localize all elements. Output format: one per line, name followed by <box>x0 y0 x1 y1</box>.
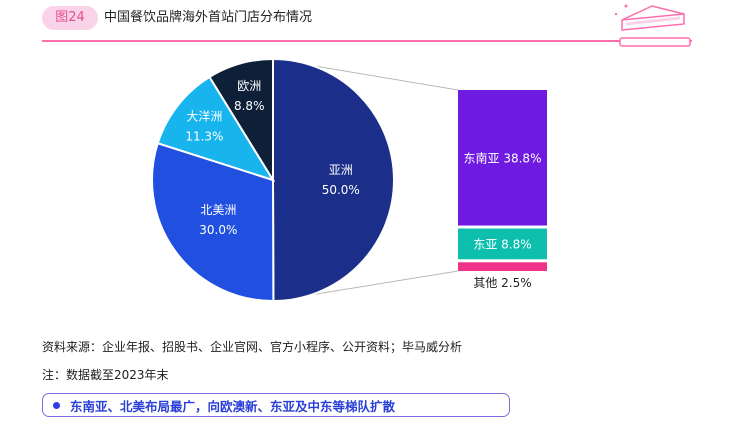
pie-value-label-3: 8.8% <box>234 99 265 113</box>
bullet-icon <box>53 401 60 409</box>
pie-slice-0 <box>272 57 395 303</box>
bar-segment-2 <box>458 262 547 271</box>
main-pie-labels: 亚洲 50.0% 北美洲 30.0% 大洋洲 11.3% 欧洲 8.8% <box>185 79 360 237</box>
conclusion-text: 东南亚、北美布局最广，向欧澳新、东亚及中东等梯队扩散 <box>70 398 396 414</box>
figure-header: 图24 中国餐饮品牌海外首站门店分布情况 <box>0 0 733 47</box>
pie-slice-1 <box>151 141 275 302</box>
bar-segment-0 <box>458 90 547 226</box>
pie-value-label-2: 11.3% <box>185 129 223 143</box>
breakdown-bar <box>458 90 547 271</box>
pie-value-label-0: 50.0% <box>322 183 360 197</box>
pie-slice-2 <box>156 75 276 182</box>
conclusion-box: 东南亚、北美布局最广，向欧澳新、东亚及中东等梯队扩散 <box>42 393 510 417</box>
bar-label-0: 东南亚 38.8% <box>464 150 542 165</box>
pie-label-3: 欧洲 <box>237 79 261 93</box>
cake-slice-icon <box>614 4 691 47</box>
source-note: 资料来源：企业年报、招股书、企业官网、官方小程序、公开资料；毕马威分析 <box>42 340 463 354</box>
breakdown-labels: 东南亚 38.8% 东亚 8.8% 其他 2.5% <box>464 150 542 290</box>
pie-label-2: 大洋洲 <box>186 108 222 123</box>
main-pie <box>151 57 395 303</box>
header-rule <box>42 40 692 42</box>
bar-label-2: 其他 2.5% <box>473 276 531 290</box>
pie-label-1: 北美洲 <box>200 203 236 217</box>
bar-segment-1 <box>458 228 547 260</box>
pie-slice-3 <box>208 57 274 184</box>
figure-number-badge: 图24 <box>42 6 98 30</box>
figure-title: 中国餐饮品牌海外首站门店分布情况 <box>104 10 313 25</box>
data-note: 注：数据截至2023年末 <box>42 368 169 382</box>
pie-value-label-1: 30.0% <box>199 223 237 237</box>
pie-label-0: 亚洲 <box>329 163 353 177</box>
bar-label-1: 东亚 8.8% <box>473 237 531 251</box>
